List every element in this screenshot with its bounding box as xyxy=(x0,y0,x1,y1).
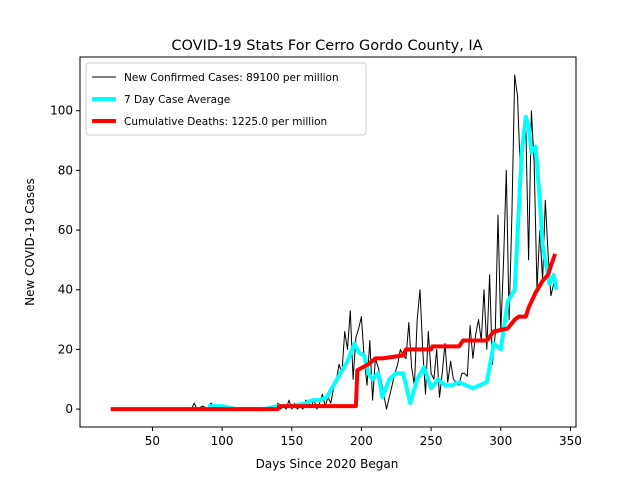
legend-box xyxy=(85,62,367,136)
y-tick-label: 0 xyxy=(65,402,73,416)
series-line-2 xyxy=(208,114,559,412)
x-tick-label: 100 xyxy=(211,434,234,448)
legend-label-2: 7 Day Case Average xyxy=(124,94,230,106)
x-tick-label: 200 xyxy=(350,434,373,448)
plot-area: 50 100 150 200 250 300 350 0 20 40 60 80 100 xyxy=(50,56,582,448)
x-tick-label: 50 xyxy=(145,434,160,448)
legend-label-1: New Confirmed Cases: 89100 per million xyxy=(124,72,339,84)
x-tick-label: 150 xyxy=(280,434,303,448)
y-tick-label: 20 xyxy=(58,342,73,356)
axes-frame xyxy=(79,56,577,428)
y-tick-label: 100 xyxy=(50,104,73,118)
legend: New Confirmed Cases: 89100 per million 7 … xyxy=(85,62,367,136)
y-tick-label: 80 xyxy=(58,163,73,177)
x-tick-label: 350 xyxy=(559,434,582,448)
legend-label-3: Cumulative Deaths: 1225.0 per million xyxy=(124,116,327,128)
series-line-3 xyxy=(110,253,557,412)
y-axis-label: New COVID-19 Cases xyxy=(23,178,37,306)
x-tick-label: 300 xyxy=(489,434,512,448)
x-tick-label: 250 xyxy=(420,434,443,448)
x-axis-label: Days Since 2020 Began xyxy=(256,457,399,471)
y-tick-label: 60 xyxy=(58,223,73,237)
chart-title: COVID-19 Stats For Cerro Gordo County, I… xyxy=(171,38,482,54)
y-tick-label: 40 xyxy=(58,283,73,297)
series-group xyxy=(110,74,559,412)
